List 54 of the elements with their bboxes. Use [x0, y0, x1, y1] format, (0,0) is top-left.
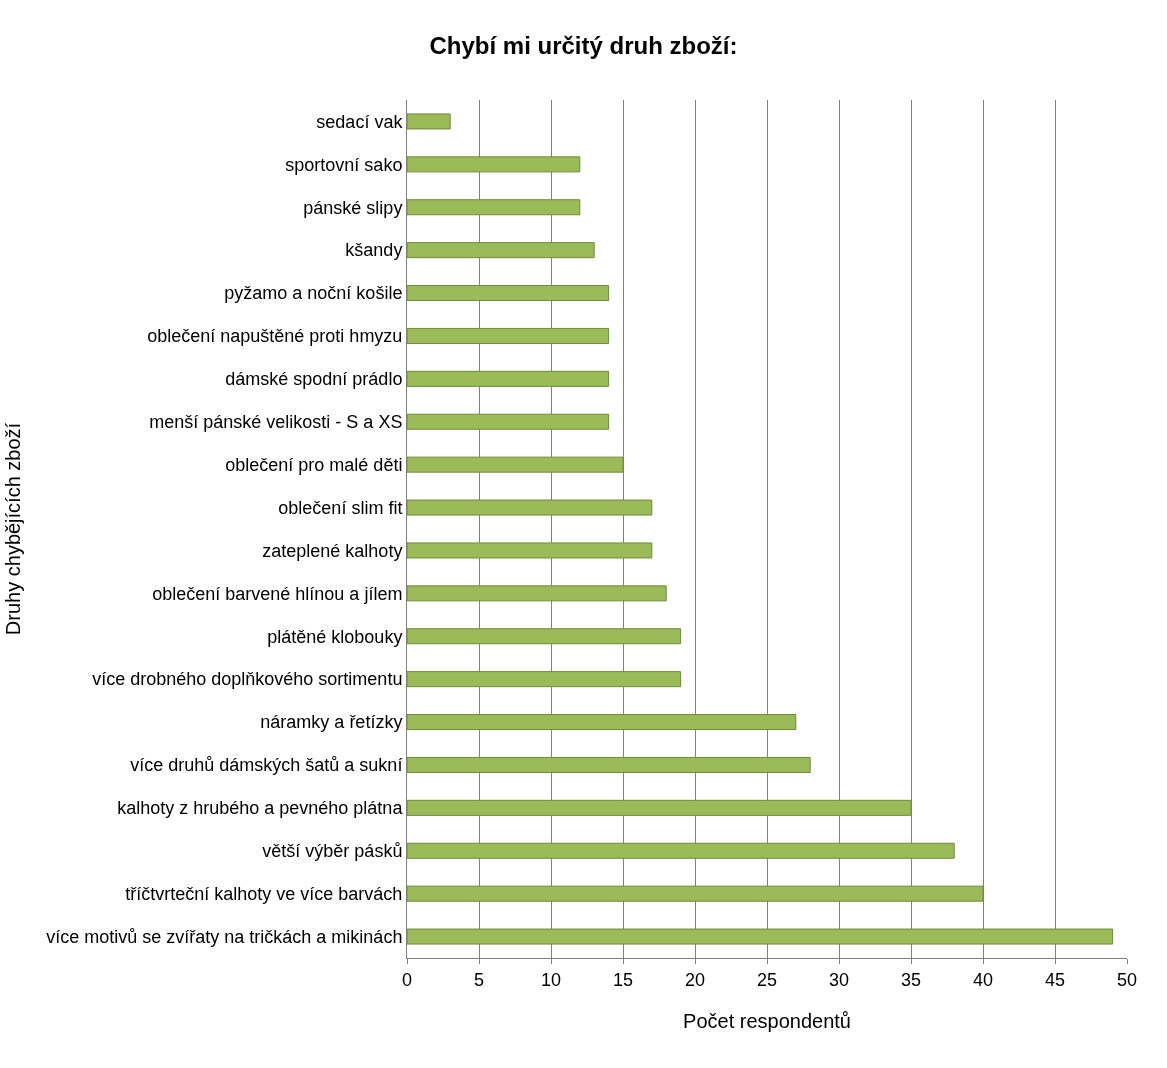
bar — [407, 199, 581, 216]
y-tick-label: oblečení napuštěné proti hmyzu — [147, 326, 403, 347]
y-tick-label: dámské spodní prádlo — [225, 369, 403, 390]
y-axis-title: Druhy chybějících zboží — [1, 422, 24, 636]
x-tick-label: 10 — [540, 969, 562, 990]
bar — [407, 285, 610, 302]
bar — [407, 842, 955, 859]
bar — [407, 928, 1114, 945]
bar — [407, 327, 610, 344]
x-tick-label: 0 — [401, 969, 413, 990]
x-tick-label: 15 — [612, 969, 634, 990]
bar — [407, 456, 624, 473]
y-tick-label: více drobného doplňkového sortimentu — [92, 669, 403, 690]
bar — [407, 628, 682, 645]
y-tick-label: oblečení slim fit — [278, 497, 403, 518]
y-tick-label: kalhoty z hrubého a pevného plátna — [117, 798, 404, 819]
bar — [407, 885, 984, 902]
x-tick-label: 30 — [828, 969, 850, 990]
y-tick-label: sportovní sako — [285, 154, 403, 175]
bar — [407, 113, 451, 130]
y-tick-label: plátěné klobouky — [267, 626, 403, 647]
x-tick-label: 45 — [1044, 969, 1066, 990]
x-tick-label: 40 — [972, 969, 994, 990]
bar — [407, 585, 667, 602]
y-tick-label: kšandy — [345, 240, 403, 261]
bar — [407, 413, 610, 430]
y-tick-label: pánské slipy — [303, 197, 403, 218]
x-axis-title: Počet respondentů — [683, 1010, 851, 1032]
y-tick-label: pyžamo a noční košile — [224, 283, 403, 304]
bar — [407, 714, 797, 731]
y-tick-label: oblečení barvené hlínou a jílem — [152, 583, 403, 604]
x-tick-label: 25 — [756, 969, 778, 990]
y-tick-label: oblečení pro malé děti — [225, 454, 403, 475]
y-tick-label: tříčtvrteční kalhoty ve více barvách — [125, 883, 403, 904]
y-tick-label: zateplené kalhoty — [262, 540, 403, 561]
bar — [407, 499, 653, 516]
x-tick-label: 35 — [900, 969, 922, 990]
y-tick-label: menší pánské velikosti - S a XS — [149, 412, 403, 433]
bar — [407, 370, 610, 387]
x-tick-label: 20 — [684, 969, 706, 990]
x-tick-label: 50 — [1116, 969, 1138, 990]
bar — [407, 671, 682, 688]
y-tick-label: větší výběr pásků — [262, 841, 403, 862]
bar — [407, 156, 581, 173]
bar — [407, 542, 653, 559]
y-tick-label: náramky a řetízky — [260, 712, 403, 733]
chart-title: Chybí mi určitý druh zboží: — [429, 32, 738, 60]
y-tick-label: více druhů dámských šatů a sukní — [130, 755, 403, 776]
y-tick-label: více motivů se zvířaty na tričkách a mikinách — [46, 926, 403, 947]
bar — [407, 242, 595, 259]
bar — [407, 799, 912, 816]
y-tick-label: sedací vak — [316, 111, 404, 132]
bar — [407, 756, 811, 773]
x-tick-label: 5 — [473, 969, 485, 990]
